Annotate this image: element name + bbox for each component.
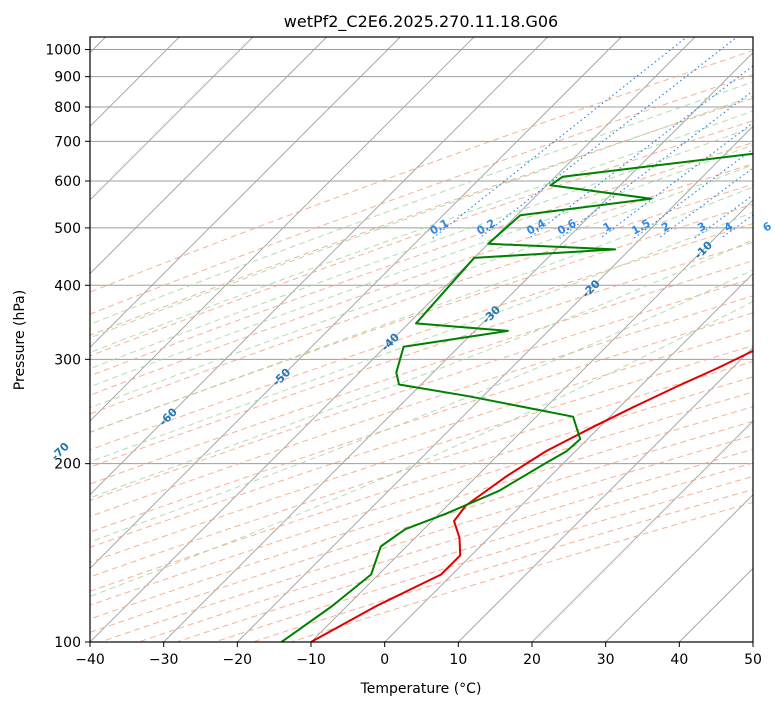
y-tick-label: 900 — [54, 70, 81, 86]
mixing-ratio-line — [478, 37, 738, 239]
moist-adiabat-line — [90, 110, 753, 354]
y-tick-label: 800 — [54, 100, 81, 116]
mixing-ratio-label: 6 — [761, 219, 774, 234]
mixing-ratio-label: 1 — [601, 220, 614, 235]
y-tick-label: 100 — [54, 635, 81, 651]
x-tick-label: −10 — [296, 652, 326, 668]
dry-adiabat-line — [90, 203, 753, 433]
isotherm-line — [90, 37, 475, 422]
x-tick-label: 30 — [597, 652, 615, 668]
mixing-ratio-label: 2 — [659, 220, 672, 235]
isotherm-label: -50 — [270, 366, 293, 389]
plot-frame — [89, 36, 754, 643]
moist-adiabat-line — [90, 126, 753, 370]
moist-adiabat-line — [90, 211, 753, 463]
isotherm-line — [384, 273, 753, 642]
x-tick-label: −30 — [149, 652, 179, 668]
chart-title: wetPf2_C2E6.2025.270.11.18.G06 — [284, 12, 558, 32]
x-tick-label: −20 — [223, 652, 253, 668]
dry-adiabat-line — [90, 278, 753, 501]
isotherm-line — [457, 346, 753, 642]
x-tick-label: 20 — [523, 652, 541, 668]
mixing-ratio-line — [432, 37, 688, 239]
mixing-ratio-line — [760, 25, 775, 238]
isotherm-line — [90, 37, 549, 496]
y-tick-label: 500 — [54, 221, 81, 237]
dry-adiabat-line — [136, 448, 753, 642]
mixing-ratio-label: 0.4 — [524, 216, 548, 237]
mixing-ratio-line — [528, 65, 753, 239]
isotherm-label: -60 — [157, 405, 180, 428]
isotherm-line — [90, 37, 254, 201]
isotherm-line — [163, 52, 753, 642]
dry-adiabat-line — [90, 312, 753, 533]
dry-adiabat-line — [90, 97, 753, 336]
moist-adiabat-line — [90, 81, 753, 325]
dry-adiabat-line — [90, 376, 753, 592]
x-tick-label: 50 — [744, 652, 762, 668]
isotherm-line — [678, 567, 753, 642]
y-tick-label: 600 — [54, 174, 81, 190]
isotherm-line — [90, 37, 696, 642]
y-tick-label: 300 — [54, 352, 81, 368]
moist-adiabat-line — [90, 186, 753, 434]
isotherm-line — [90, 37, 180, 127]
axes: −40 −30 −20 −10 0 10 20 30 40 50 100 200 300 400 500 60… — [45, 43, 762, 668]
x-tick-label: 0 — [380, 652, 389, 668]
isotherm-line — [310, 199, 753, 642]
dry-adiabat-line — [90, 183, 753, 415]
temperature-profile-line — [310, 349, 753, 642]
line-labels: 0.10.20.40.611.52346810131620253036-100-… — [49, 216, 774, 463]
y-tick-label: 700 — [54, 134, 81, 150]
dry-adiabat-line — [289, 501, 753, 642]
plot-area — [90, 25, 775, 642]
isotherm-line — [90, 37, 622, 569]
mixing-ratio-label: 0.1 — [428, 217, 451, 238]
dry-adiabat-line — [175, 462, 753, 642]
y-axis-title: Pressure (hPa) — [12, 290, 28, 390]
x-tick-label: −40 — [75, 652, 105, 668]
mixing-ratio-label: 0.6 — [555, 216, 579, 237]
y-tick-label: 400 — [54, 278, 81, 294]
mixing-ratio-label: 0.2 — [474, 217, 497, 238]
dewpoint-profile-line — [280, 152, 753, 642]
dry-adiabat-line — [90, 74, 753, 315]
x-tick-label: 10 — [449, 652, 467, 668]
moist-adiabat-line — [90, 95, 753, 339]
dry-adiabat-line — [90, 241, 753, 468]
mixing-ratio-label: 3 — [695, 220, 708, 235]
dry-adiabat-line — [90, 50, 753, 293]
moist-adiabat-line — [90, 164, 753, 409]
isotherm-line — [236, 125, 753, 642]
y-tick-label: 200 — [54, 457, 81, 473]
isotherm-label: -40 — [379, 330, 402, 353]
isotherm-line — [605, 494, 753, 642]
y-tick-label: 1000 — [45, 43, 81, 59]
isotherm-line — [531, 420, 753, 642]
isotherm-label: -30 — [480, 303, 503, 326]
dry-adiabat-line — [90, 345, 753, 563]
mixing-ratio-label: 1.5 — [629, 217, 652, 238]
isotherm-line — [90, 37, 328, 275]
moist-adiabat-line — [90, 144, 753, 388]
x-axis-title: Temperature (°C) — [360, 681, 482, 697]
x-tick-label: 40 — [670, 652, 688, 668]
mixing-ratio-line — [658, 167, 753, 239]
